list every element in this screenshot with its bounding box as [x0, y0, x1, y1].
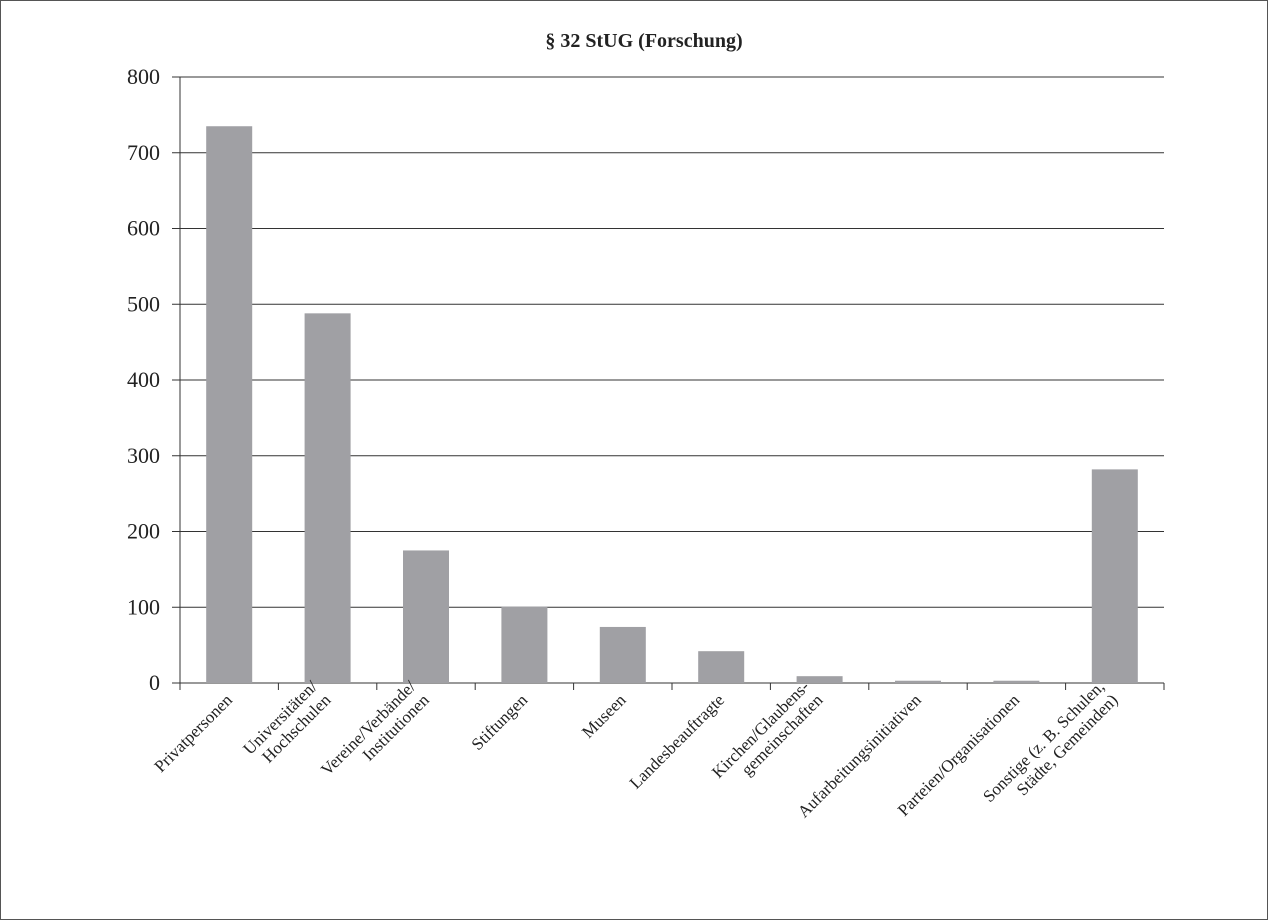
- bar: [993, 680, 1040, 683]
- bar: [304, 313, 351, 683]
- y-tick-label: 0: [149, 670, 160, 695]
- x-category-label-line: Stiftungen: [468, 690, 532, 754]
- y-tick-label: 400: [127, 367, 160, 392]
- y-tick-label: 800: [127, 64, 160, 89]
- x-category-label: Privatpersonen: [150, 690, 236, 776]
- x-category-label-line: Sonstige (z. B. Schulen,: [979, 677, 1108, 806]
- y-tick-label: 600: [127, 216, 160, 241]
- x-category-label: Museen: [578, 690, 630, 742]
- x-axis-labels: Privatpersonen Universitäten/HochschulenV…: [150, 677, 1121, 822]
- bar: [796, 676, 843, 683]
- x-category-label-line: Privatpersonen: [150, 690, 236, 776]
- y-tick-label: 700: [127, 140, 160, 165]
- bars: [206, 126, 1138, 684]
- bar: [501, 606, 548, 683]
- y-tick-label: 300: [127, 443, 160, 468]
- bar: [698, 651, 745, 683]
- x-category-label: Vereine/Verbände/Institutionen: [317, 677, 433, 793]
- y-axis: 0 100 200 300 400 500 600 700 800: [127, 64, 160, 695]
- bar: [206, 126, 253, 684]
- bar: [403, 550, 449, 683]
- x-category-label: Stiftungen: [468, 690, 532, 754]
- bar: [1091, 469, 1138, 683]
- x-category-label: Universitäten/Hochschulen: [239, 677, 334, 772]
- y-tick-label: 200: [127, 519, 160, 544]
- chart-title: § 32 StUG (Forschung): [545, 30, 742, 52]
- y-tick-label: 100: [127, 594, 160, 619]
- y-tick-label: 500: [127, 291, 160, 316]
- x-axis: [179, 77, 1165, 690]
- x-category-label-line: Museen: [578, 690, 630, 742]
- x-category-label-line: Landesbeauftragte: [626, 690, 728, 792]
- bar: [895, 680, 941, 683]
- x-category-label: Kirchen/Glaubens-gemeinschaften: [708, 677, 827, 796]
- bar: [599, 626, 646, 683]
- x-category-label: Landesbeauftragte: [626, 690, 728, 792]
